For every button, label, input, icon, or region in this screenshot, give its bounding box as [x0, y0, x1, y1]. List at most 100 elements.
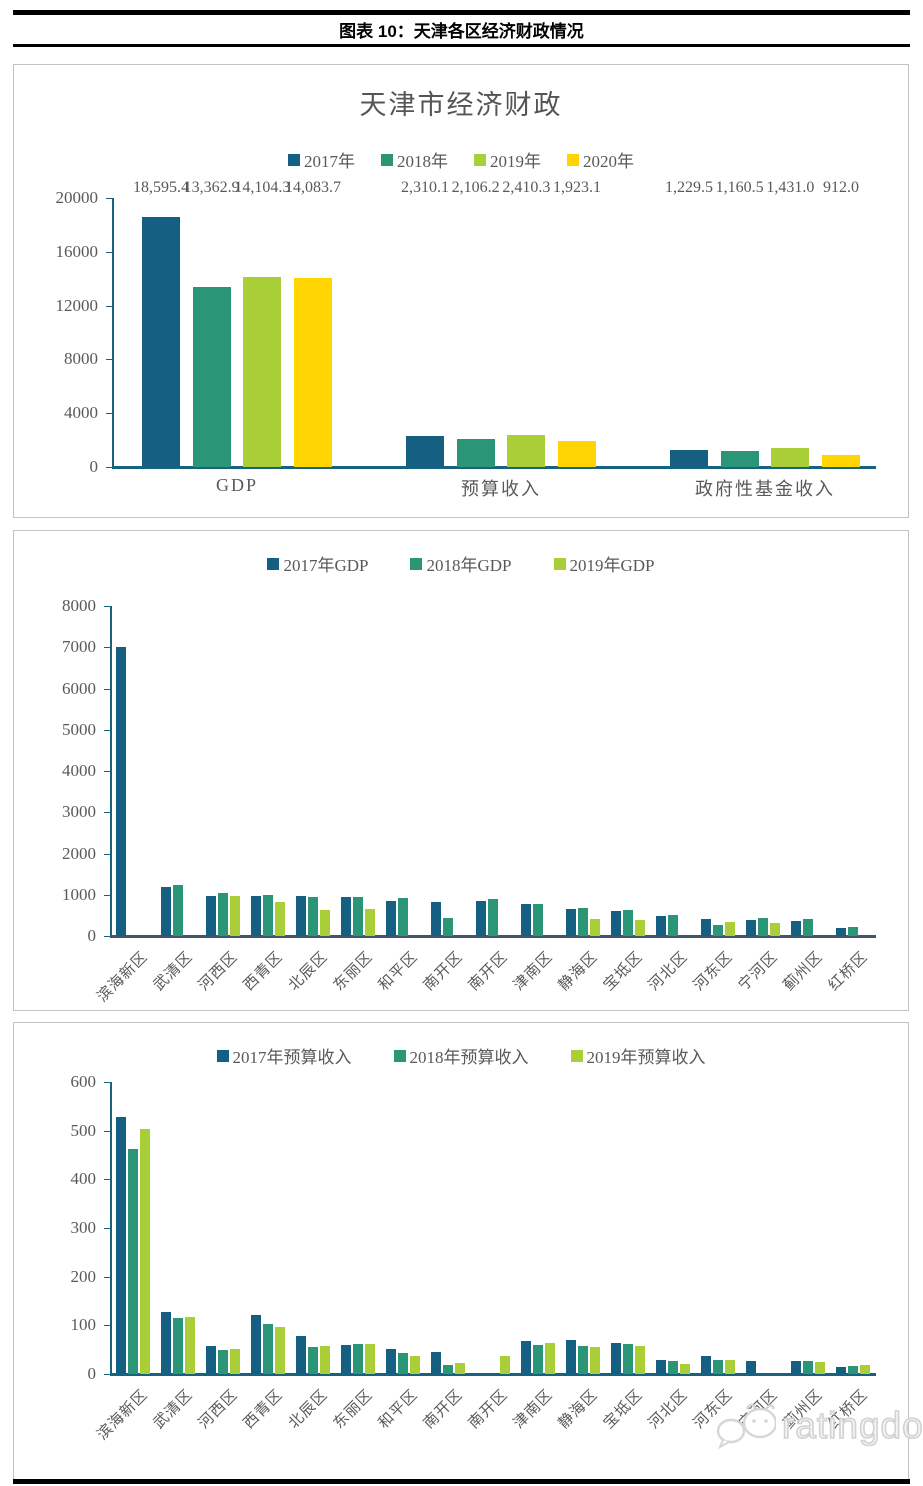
bar-2017年GDP — [836, 927, 847, 936]
bar-slot — [680, 1082, 691, 1374]
bar-slot — [295, 1082, 306, 1374]
y-axis-label: 8000 — [64, 349, 98, 369]
y-axis-tick — [106, 305, 112, 307]
bar-slot — [340, 1082, 351, 1374]
bar-2017年预算收入 — [340, 1344, 351, 1374]
x-axis-label: 宁河区 — [736, 1386, 782, 1433]
bar-group — [656, 606, 690, 936]
bar-2019年 — [507, 434, 546, 467]
bar-slot — [656, 606, 667, 936]
bar-group — [430, 606, 465, 936]
bar-slot — [319, 1082, 330, 1374]
bar-2018年预算收入 — [623, 1344, 634, 1374]
bar-slot — [668, 606, 679, 936]
bar-2019年预算收入 — [500, 1355, 510, 1374]
legend-label: 2019年预算收入 — [586, 1048, 706, 1067]
y-axis-label: 300 — [70, 1218, 97, 1237]
y-axis-label: 0 — [87, 1364, 97, 1383]
bar-slot — [352, 606, 363, 936]
x-axis-label: 南开区 — [465, 948, 512, 995]
y-axis-label: 500 — [70, 1120, 97, 1140]
bar-2018年预算收入 — [172, 1317, 183, 1374]
y-axis-tick — [104, 647, 110, 649]
bar-slot — [713, 1082, 724, 1374]
bar-2019年预算收入 — [860, 1365, 871, 1374]
bar-2019年 — [771, 447, 810, 467]
legend-swatch — [393, 1049, 406, 1062]
bar-2019年GDP — [229, 895, 240, 936]
bar-2018年预算收入 — [262, 1323, 273, 1374]
bar-slot — [262, 1082, 273, 1374]
bar-slot — [635, 606, 646, 936]
category-label: GDP — [215, 475, 259, 495]
x-axis-label: 河北区 — [646, 1386, 692, 1433]
x-axis-label: 宁河区 — [736, 948, 782, 995]
bar-slot — [115, 1082, 126, 1374]
bar-value-label: 1,160.5 — [715, 179, 764, 196]
bar-2018年预算收入 — [352, 1344, 363, 1374]
bar-value-label: 1,229.5 — [665, 179, 713, 196]
bar-group — [160, 606, 195, 936]
bar-2018年GDP — [217, 893, 228, 936]
bar-2017年GDP — [115, 647, 126, 936]
bar-value-label: 2,410.3 — [502, 179, 551, 196]
bar-slot — [770, 606, 781, 936]
bar-value-label: 14,083.7 — [284, 179, 341, 196]
bar-2019年预算收入 — [680, 1363, 691, 1374]
x-axis-label: 和平区 — [375, 948, 422, 995]
bar-group — [656, 1082, 691, 1374]
bar-slot — [205, 1082, 216, 1374]
bar-slot — [274, 1082, 285, 1374]
bar-group — [836, 1082, 871, 1374]
bar-slot — [476, 606, 486, 936]
bar-slot — [442, 1082, 453, 1374]
bar-2018年预算收入 — [442, 1364, 453, 1374]
bar-slot — [770, 1082, 780, 1374]
bar-slot — [545, 1082, 556, 1374]
bar-slot — [385, 606, 396, 936]
bar-2017年预算收入 — [656, 1359, 667, 1374]
bar-2017年GDP — [205, 895, 216, 936]
bar-2017年预算收入 — [791, 1361, 802, 1374]
bar-slot — [803, 606, 814, 936]
bar-group — [205, 1082, 240, 1374]
bar-slot — [623, 1082, 634, 1374]
bar-2017年GDP — [340, 896, 351, 936]
y-axis-label: 4000 — [62, 761, 96, 780]
bar-2018年GDP — [307, 897, 318, 936]
bar-group — [791, 606, 825, 936]
bar-2017年GDP — [746, 919, 757, 936]
x-axis-label: 和平区 — [375, 1386, 422, 1433]
bar-2018年预算收入 — [848, 1366, 859, 1374]
bar-slot — [139, 1082, 150, 1374]
bar-slot — [274, 606, 285, 936]
bar-2017年GDP — [566, 908, 577, 936]
bar-slot — [442, 606, 453, 936]
x-axis-label: 河北区 — [646, 948, 692, 995]
bar-group — [611, 1082, 646, 1374]
y-axis-label: 4000 — [64, 403, 98, 423]
bar-2019年预算收入 — [139, 1129, 150, 1374]
chart-panel-gdp-by-district: 2017年GDP 2018年GDP 2019年GDP 0 1000 2000 3000 400… — [13, 530, 909, 1011]
bar-slot — [185, 606, 195, 936]
y-axis-tick — [106, 198, 112, 199]
bar-slot — [848, 1082, 859, 1374]
bar-slot — [521, 606, 532, 936]
x-axis-label: 红桥区 — [826, 948, 872, 995]
bar-2017年GDP — [385, 900, 396, 936]
bar-2019年预算收入 — [545, 1342, 556, 1374]
bar-2017年GDP — [430, 902, 441, 936]
y-axis-label: 400 — [70, 1169, 97, 1189]
bar-slot — [217, 1082, 228, 1374]
y-axis-tick — [104, 936, 110, 937]
y-axis-line — [110, 606, 112, 936]
bar-2020年 — [557, 441, 596, 467]
y-axis-label: 0 — [89, 457, 99, 476]
bar-slot — [172, 1082, 183, 1374]
bar-slot — [488, 606, 498, 936]
legend-swatch — [567, 153, 579, 166]
legend-item: 2018年预算收入 — [393, 1043, 529, 1068]
bar-2018年GDP — [488, 898, 498, 936]
bar-group — [611, 606, 646, 936]
